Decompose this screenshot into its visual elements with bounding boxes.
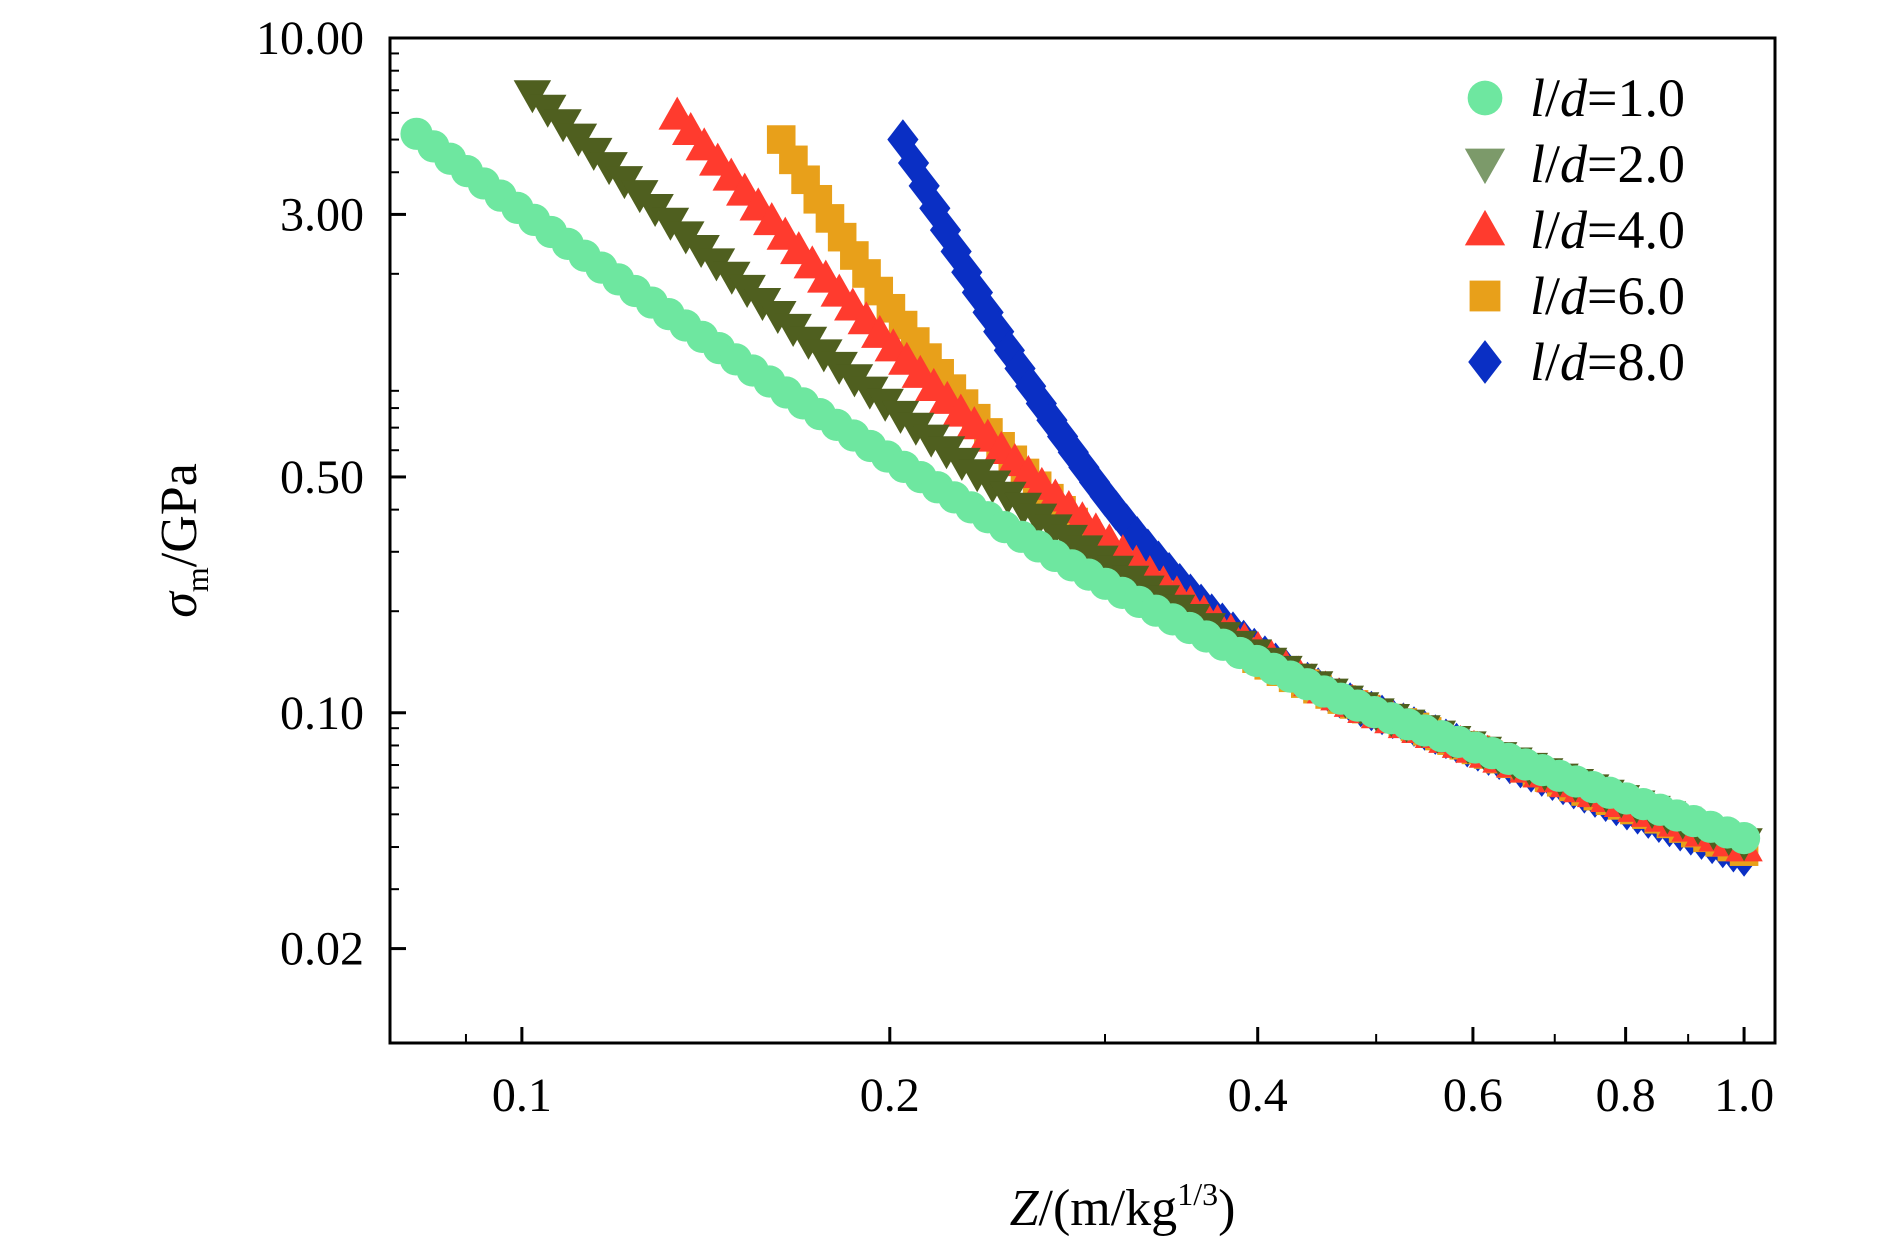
legend-marker-2 — [1464, 209, 1506, 246]
y-tick-label-3: 0.10 — [280, 687, 364, 740]
series-4-point-19 — [1089, 476, 1121, 517]
y-axis-title: σm/GPa — [151, 463, 215, 618]
legend-slash: / — [1545, 200, 1560, 260]
x-tick-label-5: 1.0 — [1714, 1069, 1774, 1122]
legend-label-2: l/d=4.0 — [1530, 200, 1685, 260]
legend-l: l — [1530, 200, 1545, 260]
legend-l: l — [1530, 266, 1545, 326]
legend-marker-4 — [1468, 340, 1502, 384]
legend-d: d — [1560, 332, 1588, 392]
x-axis-sup: 1/3 — [1177, 1176, 1218, 1212]
legend-marker-3 — [1469, 280, 1501, 312]
legend-d: d — [1560, 134, 1588, 194]
series-4-point-18 — [1078, 461, 1111, 503]
legend-l: l — [1530, 68, 1545, 128]
series-1-point-35 — [1050, 524, 1088, 558]
series-4-point-7 — [961, 272, 994, 313]
legend-slash: / — [1545, 266, 1560, 326]
legend-marker-1 — [1464, 148, 1506, 185]
legend-value: =8.0 — [1587, 332, 1685, 392]
series-4-point-22 — [1121, 516, 1153, 557]
x-axis-title: Z/(m/kg1/3) — [1010, 1176, 1236, 1237]
legend-d: d — [1560, 266, 1588, 326]
y-axis-var: σ — [151, 590, 208, 618]
series-4-point-10 — [993, 330, 1025, 371]
x-tick-label-4: 0.8 — [1596, 1069, 1656, 1122]
legend-slash: / — [1545, 68, 1560, 128]
legend-label-1: l/d=2.0 — [1530, 134, 1685, 194]
y-tick-label-4: 0.02 — [280, 923, 364, 976]
legend-slash: / — [1545, 332, 1560, 392]
legend: l/d=1.0l/d=2.0l/d=4.0l/d=6.0l/d=8.0 — [1464, 68, 1685, 392]
legend-value: =2.0 — [1587, 134, 1685, 194]
legend-l: l — [1530, 134, 1545, 194]
series-4-point-20 — [1100, 489, 1132, 531]
legend-marker-0 — [1467, 80, 1503, 116]
series-4-point-1 — [897, 142, 930, 184]
x-axis-unit: /(m/kg — [1039, 1180, 1178, 1237]
x-tick-label-2: 0.4 — [1228, 1069, 1288, 1122]
series-1-point-37 — [1081, 545, 1119, 579]
series-4-point-9 — [983, 311, 1015, 352]
y-axis-unit: /GPa — [151, 463, 208, 567]
series-4-point-24 — [1142, 540, 1175, 582]
legend-value: =4.0 — [1587, 200, 1685, 260]
series-4-point-23 — [1132, 528, 1164, 570]
series-4-point-17 — [1068, 447, 1100, 488]
legend-value: =6.0 — [1587, 266, 1685, 326]
y-tick-label-1: 3.00 — [280, 188, 364, 241]
series-1-point-36 — [1065, 535, 1104, 569]
x-tick-label-3: 0.6 — [1443, 1069, 1503, 1122]
legend-value: =1.0 — [1587, 68, 1685, 128]
axes: 0.1 0.2 0.4 0.6 0.8 1.0 10.00 3.00 0.50 0.10 0.02 Z… — [151, 12, 1774, 1237]
y-axis-sub: m — [179, 567, 215, 592]
x-axis-close: ) — [1218, 1180, 1235, 1237]
plot-frame — [388, 36, 1777, 1045]
legend-label-0: l/d=1.0 — [1530, 68, 1685, 128]
legend-d: d — [1560, 68, 1588, 128]
series-0-point-79 — [1727, 822, 1761, 855]
y-tick-label-0: 10.00 — [256, 12, 364, 65]
legend-l: l — [1530, 332, 1545, 392]
legend-slash: / — [1545, 134, 1560, 194]
plot-area — [388, 36, 1777, 1045]
x-tick-label-1: 0.2 — [860, 1069, 920, 1122]
x-tick-label-0: 0.1 — [492, 1069, 552, 1122]
legend-label-3: l/d=6.0 — [1530, 266, 1685, 326]
series-4-point-21 — [1110, 503, 1143, 544]
y-tick-label-2: 0.50 — [280, 451, 364, 504]
data-markers — [400, 80, 1763, 877]
series-4-point-2 — [908, 165, 940, 207]
y-axis-title-group: σm/GPa — [151, 463, 215, 618]
x-axis-var: Z — [1010, 1180, 1040, 1237]
legend-d: d — [1560, 200, 1588, 260]
series-4-point-3 — [919, 188, 951, 229]
legend-label-4: l/d=8.0 — [1530, 332, 1685, 392]
series-4-point-8 — [972, 292, 1004, 333]
